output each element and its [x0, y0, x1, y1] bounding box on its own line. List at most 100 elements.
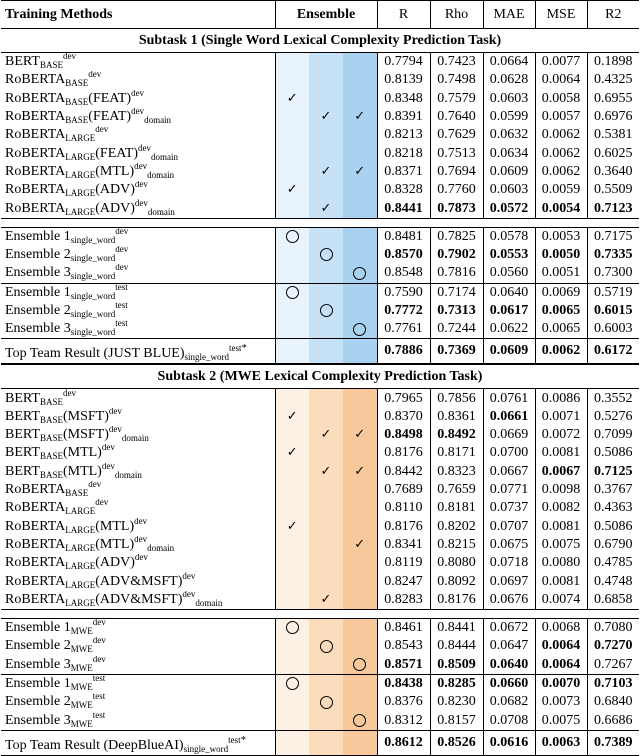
metric-r: 0.7590 — [377, 282, 431, 302]
metric-mae: 0.0609 — [483, 162, 536, 182]
ensemble-cell-3 — [343, 264, 378, 284]
checkmark-icon: ✓ — [354, 109, 366, 125]
metric-mse: 0.0075 — [535, 711, 588, 731]
table-row: RoBERTABASEdev 0.7689 0.7659 0.0771 0.0098 0.… — [1, 480, 639, 500]
metric-mse: 0.0067 — [535, 462, 588, 481]
ensemble-cell-3 — [343, 729, 378, 756]
circle-icon — [285, 230, 299, 244]
metric-rho: 0.7174 — [430, 282, 484, 302]
ensemble-cell-1 — [275, 693, 309, 712]
metric-rho: 0.8526 — [430, 729, 484, 756]
metric-rho: 0.8215 — [430, 535, 484, 555]
method-domain-subscript: domain — [147, 169, 175, 180]
method-base: Top Team Result (JUST BLUE) — [5, 346, 185, 362]
method-superscript: dev — [131, 89, 145, 98]
checkmark-icon: ✓ — [320, 200, 332, 216]
method-name: Ensemble 2single_worddev — [1, 245, 276, 265]
subtask1-title-text: Subtask 1 (Single Word Lexical Complexit… — [1, 28, 639, 53]
table-row: BERTBASEdev 0.7965 0.7856 0.0761 0.0086 0.355… — [1, 388, 639, 408]
ensemble-cell-1: ✓ — [275, 181, 309, 200]
method-name: Ensemble 2MWEtest — [1, 693, 276, 712]
method-superscript: dev — [92, 637, 106, 646]
metric-mse: 0.0064 — [535, 637, 588, 656]
ensemble-cell-3 — [343, 245, 378, 265]
ensemble-cell-1: ✓ — [275, 407, 309, 427]
ensemble-cell-2 — [309, 144, 343, 163]
metric-r: 0.8370 — [377, 407, 431, 427]
ensemble-cell-1 — [275, 535, 309, 555]
metric-mse: 0.0062 — [535, 162, 588, 182]
ensemble-cell-2: ✓ — [309, 426, 343, 445]
ensemble-cell-1 — [275, 162, 309, 182]
metric-r: 0.8548 — [377, 264, 431, 284]
metric-r2: 0.6686 — [594, 712, 633, 728]
metric-mse: 0.0071 — [535, 407, 588, 427]
method-name: Ensemble 1single_worddev — [1, 226, 276, 246]
method-subscript: BASE — [39, 60, 63, 71]
ensemble-cell-2 — [309, 320, 343, 339]
method-superscript: dev — [62, 52, 76, 62]
ensemble-cell-3 — [343, 181, 378, 200]
header-mse: MSE — [535, 0, 588, 29]
ensemble-cell-1 — [275, 590, 309, 611]
method-subscript: LARGE — [65, 561, 96, 572]
metric-rho: 0.8181 — [430, 499, 484, 518]
table-row: Ensemble 1MWEdev 0.8461 0.8441 0.0672 0.0068… — [1, 618, 639, 638]
ensemble-cell-3 — [343, 637, 378, 656]
metric-rho: 0.7313 — [430, 301, 484, 321]
ensemble-cell-3: ✓ — [343, 107, 378, 127]
method-name: RoBERTALARGE(ADV)devdomain — [1, 199, 276, 219]
metric-r: 0.8543 — [377, 637, 431, 656]
ensemble-cell-1: ✓ — [275, 444, 309, 463]
method-superscript: test — [92, 674, 106, 684]
checkmark-icon: ✓ — [354, 163, 366, 179]
circle-icon — [285, 285, 299, 299]
metric-r2: 0.7175 — [587, 226, 639, 246]
ensemble-cell-1 — [275, 301, 309, 321]
metric-r2: 0.6840 — [594, 694, 633, 710]
checkmark-icon: ✓ — [354, 536, 366, 552]
method-base: RoBERTA — [5, 163, 66, 179]
method-subscript: MWE — [70, 700, 93, 711]
method-subscript: BASE — [65, 78, 89, 89]
method-base: BERT — [5, 54, 40, 70]
metric-r: 0.7772 — [377, 301, 431, 321]
ensemble-cell-3: ✓ — [343, 462, 378, 481]
metric-mae: 0.0603 — [483, 89, 536, 108]
metric-rho: 0.7902 — [430, 245, 484, 265]
metric-mae: 0.0718 — [483, 554, 536, 573]
method-name: BERTBASE(MTL)dev — [1, 444, 276, 463]
method-name: RoBERTALARGEdev — [1, 126, 276, 145]
metric-mae: 0.0617 — [483, 301, 536, 321]
ensemble-cell-3 — [343, 444, 378, 463]
ensemble-cell-3 — [343, 407, 378, 427]
metric-mse: 0.0068 — [535, 618, 588, 638]
ensemble-cell-2 — [309, 554, 343, 573]
ensemble-cell-3: ✓ — [343, 426, 378, 445]
method-domain-subscript: domain — [195, 597, 223, 608]
ensemble-cell-2 — [309, 181, 343, 200]
table-row: RoBERTALARGE(FEAT)devdomain 0.8218 0.7513 0… — [1, 144, 639, 163]
method-superscript: dev — [101, 462, 115, 471]
metric-r2: 0.7300 — [594, 265, 633, 281]
ensemble-cell-2: ✓ — [309, 162, 343, 182]
table-row: RoBERTALARGE(MTL)devdomain ✓ 0.8341 0.8215 0… — [1, 535, 639, 555]
checkmark-icon: ✓ — [286, 182, 298, 198]
table-row: RoBERTALARGE(ADV)dev ✓ 0.8328 0.7760 0.0603 0… — [1, 181, 639, 200]
metric-r2: 0.5719 — [587, 282, 639, 302]
metric-mae: 0.0771 — [483, 480, 536, 500]
method-subscript: BASE — [65, 488, 89, 499]
metric-rho: 0.8171 — [430, 444, 484, 463]
method-superscript: dev — [92, 655, 106, 664]
metric-r2: 0.3640 — [594, 163, 633, 179]
metric-mse: 0.0082 — [535, 499, 588, 518]
metric-mse: 0.0051 — [535, 264, 588, 284]
method-variant: (MTL) — [95, 518, 135, 534]
ensemble-cell-1 — [275, 320, 309, 339]
metric-r2: 0.6976 — [594, 109, 633, 125]
method-subscript: single_word — [183, 743, 229, 754]
metric-r2: 0.5276 — [594, 408, 633, 424]
metric-mse: 0.0081 — [535, 444, 588, 463]
method-subscript: LARGE — [65, 169, 96, 180]
header-r2: R2 — [587, 0, 639, 29]
